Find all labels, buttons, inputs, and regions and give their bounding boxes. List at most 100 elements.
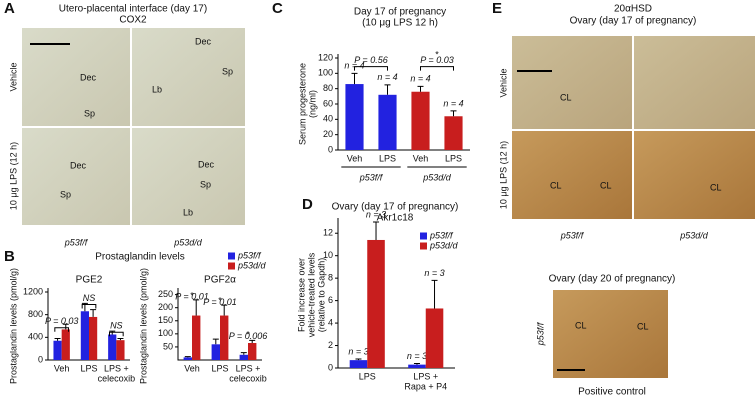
chart-title: (10 μg LPS 12 h) [362,18,438,29]
y-tick-label: 100 [318,68,333,78]
panel-letter: C [272,0,283,17]
row-label: 10 μg LPS (12 h) [498,141,508,209]
y-axis-label: Serum progesterone [297,63,307,145]
bar [367,239,385,368]
bar [211,344,220,360]
annotation: P = 0.01 [203,297,236,307]
y-tick-label: 6 [328,295,333,305]
control-title: Ovary (day 20 of pregnancy) [549,274,676,285]
bar [116,340,125,360]
tissue-label: Sp [200,179,211,189]
error-bar [184,356,191,358]
tissue-label: CL [550,180,562,190]
bar [108,334,117,360]
significance-star: * [190,290,194,300]
micrograph [132,128,245,225]
y-tick-label: 50 [163,341,173,351]
panel-letter: E [492,0,502,17]
tissue-label: Lb [152,84,162,94]
bar [408,364,426,368]
error-bar [249,339,256,343]
x-tick-label: celecoxib [98,373,136,383]
legend-label: p53f/f [429,230,454,240]
x-tick-label: LPS [445,153,462,163]
bar [349,360,368,368]
x-tick-label: Veh [413,153,429,163]
micrograph [553,290,668,378]
y-tick-label: 120 [318,52,333,62]
error-bar [109,330,116,335]
annotation: P = 0.03 [420,55,453,65]
tissue-label: CL [575,320,587,330]
error-bar [221,304,228,316]
error-bar [431,279,438,309]
significance-star: * [218,296,222,306]
annotation: P = 0.006 [229,331,267,341]
tissue-label: Dec [80,72,97,82]
bar [220,315,229,360]
error-bar [373,221,380,240]
n-label: n = 4 [344,61,364,71]
y-tick-label: 150 [158,315,173,325]
x-tick-label: celecoxib [229,373,267,383]
column-label: p53f/f [64,237,89,247]
x-tick-label: LPS [379,153,396,163]
n-label: n = 3 [348,346,368,356]
micrograph [132,28,245,126]
bracket [420,66,454,71]
annotation: P = 0.03 [45,316,78,326]
panel-title: 20αHSD [614,4,652,15]
y-axis-label: Prostaglandin levels (pmol/g) [138,268,148,384]
micrograph [634,131,755,219]
x-tick-label: LPS [211,363,228,373]
y-tick-label: 800 [28,309,43,319]
panel-letter: B [4,248,15,265]
y-axis-label: vehicle-treated levels [306,252,316,337]
chart-title: PGE2 [76,275,103,286]
panel-letter: A [4,0,15,17]
x-tick-label: Veh [347,153,363,163]
y-tick-label: 4 [328,317,333,327]
chart-title: Day 17 of pregnancy [354,7,446,18]
x-tick-label: Veh [184,363,200,373]
error-bar [355,358,362,361]
n-label: n = 3 [424,268,444,278]
bracket [81,304,97,309]
x-tick-label: LPS [80,363,97,373]
legend-label: p53d/d [237,260,267,270]
micrograph [22,28,130,126]
bar [248,343,257,360]
tissue-label: CL [600,180,612,190]
micrograph [634,36,755,129]
y-tick-label: 60 [323,98,333,108]
bracket [54,327,69,332]
y-tick-label: 200 [158,302,173,312]
tissue-label: Sp [222,66,233,76]
column-label: p53d/d [173,237,203,247]
y-tick-label: 0 [328,362,333,372]
x-tick-label: LPS + [413,371,438,381]
bar [89,316,98,360]
y-tick-label: 40 [323,114,333,124]
y-tick-label: 8 [328,273,333,283]
tissue-label: Sp [84,108,95,118]
bar [53,340,62,360]
x-tick-label: LPS + [104,363,129,373]
micrograph [22,128,130,225]
n-label: n = 4 [410,74,430,84]
y-tick-label: 2 [328,340,333,350]
legend-label: p53f/f [237,250,262,260]
x-tick-label: Veh [54,363,70,373]
column-label: p53f/f [560,230,585,240]
tissue-label: Dec [70,160,87,170]
control-genotype: p53f/f [535,321,545,346]
significance-star: * [435,49,439,59]
bar [345,84,364,150]
bar [378,94,397,150]
bar [239,354,248,360]
bar [425,308,444,368]
group-label: p53f/f [359,172,384,182]
row-label: Vehicle [8,62,18,91]
error-bar [450,110,457,117]
